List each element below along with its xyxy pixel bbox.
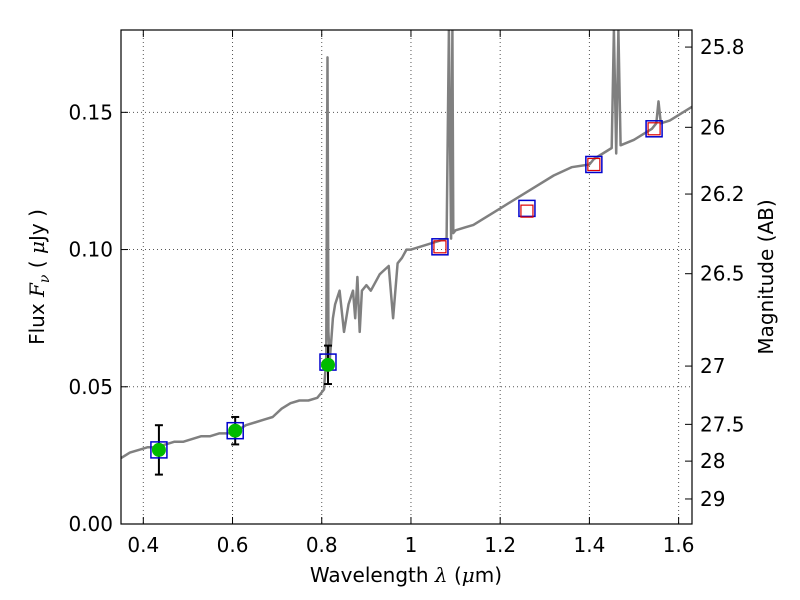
model-marker — [645, 120, 663, 138]
model-marker — [226, 421, 244, 440]
model-marker — [150, 441, 168, 459]
y2-tick-label: 27 — [700, 354, 725, 378]
y-tick-label: 0.00 — [68, 512, 113, 536]
plot-frame — [120, 29, 693, 525]
x-tick-label: 0.8 — [306, 533, 338, 557]
predicted-marker — [520, 204, 534, 218]
model-marker — [518, 199, 536, 218]
y-tick-label: 0.05 — [68, 375, 113, 399]
y2-tick-label: 29 — [700, 487, 725, 511]
x-tick-label: 1 — [405, 533, 418, 557]
observed-marker — [151, 442, 166, 457]
y-tick-label: 0.10 — [68, 238, 113, 262]
y-tick-label: 0.15 — [68, 100, 113, 124]
x-tick-label: 0.4 — [127, 533, 159, 557]
y2-tick-label: 26.2 — [700, 182, 745, 206]
plot-background — [121, 30, 692, 524]
plot-area — [120, 29, 693, 525]
x-tick-label: 0.6 — [217, 533, 249, 557]
model-marker — [431, 238, 449, 256]
predicted-marker — [587, 157, 601, 172]
y2-tick-label: 26.5 — [700, 262, 745, 286]
predicted-marker — [433, 240, 447, 254]
model-marker — [585, 155, 603, 174]
y2-axis-label: Magnitude (AB) — [754, 199, 778, 354]
y2-tick-label: 26 — [700, 115, 725, 139]
y-axis-label: Flux Fν ( μJy ) — [25, 209, 53, 345]
y2-tick-label: 27.5 — [700, 412, 745, 436]
observed-marker — [228, 423, 243, 438]
y2-tick-labels: 25.8 26 26.2 26.5 27 27.5 28 29 — [700, 35, 745, 511]
axis-ticks — [121, 30, 692, 525]
x-tick-labels: 0.4 0.6 0.8 1 1.2 1.4 1.6 — [127, 533, 694, 557]
observed-marker — [320, 357, 335, 372]
predicted-marker — [647, 122, 661, 136]
y-tick-labels: 0.00 0.05 0.10 0.15 — [68, 100, 113, 536]
x-tick-label: 1.4 — [573, 533, 605, 557]
y2-tick-label: 25.8 — [700, 35, 745, 59]
y2-tick-label: 28 — [700, 449, 725, 473]
markers — [150, 120, 663, 459]
x-tick-label: 1.6 — [663, 533, 695, 557]
x-axis-label: Wavelength λ (μm) — [310, 563, 502, 587]
x-tick-label: 1.2 — [484, 533, 516, 557]
